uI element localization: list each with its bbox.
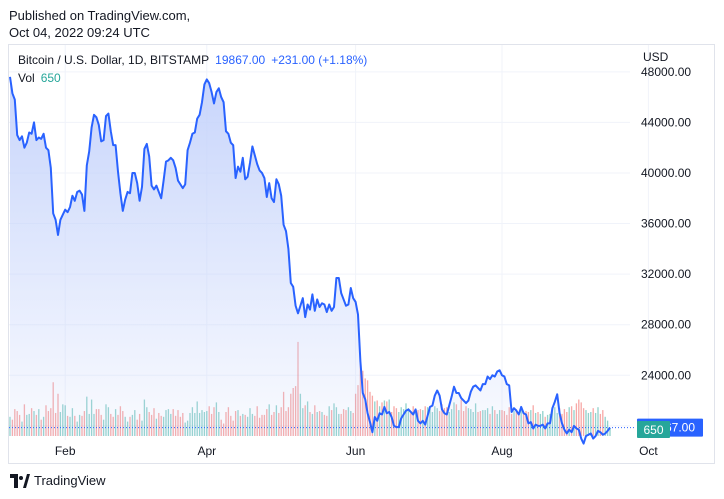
y-tick-label: 40000.00 xyxy=(641,166,691,180)
last-price: 19867.00 xyxy=(215,53,266,67)
volume-legend: Vol 650 xyxy=(18,70,61,86)
volume-bar xyxy=(563,409,566,436)
volume-label: Vol xyxy=(18,71,35,85)
volume-bar xyxy=(599,413,602,436)
volume-bar xyxy=(594,412,597,436)
symbol-title: Bitcoin / U.S. Dollar, 1D, BITSTAMP xyxy=(18,53,210,67)
x-tick-label: Apr xyxy=(197,444,216,458)
volume-value: 650 xyxy=(40,71,61,85)
volume-tag: 650 xyxy=(637,421,670,438)
x-tick-label: Jun xyxy=(346,444,365,458)
volume-bar xyxy=(597,407,599,436)
brand-name: TradingView xyxy=(34,473,106,488)
volume-bar xyxy=(606,420,609,436)
tradingview-logo-icon xyxy=(10,473,30,488)
volume-bar xyxy=(578,399,580,436)
volume-bar xyxy=(587,412,590,436)
y-tick-label: 28000.00 xyxy=(641,318,691,332)
volume-bar xyxy=(570,406,573,436)
y-tick-label: 44000.00 xyxy=(641,115,691,129)
published-date: Oct 04, 2022 09:24 UTC xyxy=(9,25,150,40)
volume-bar xyxy=(604,416,606,436)
price-change: +231.00 (+1.18%) xyxy=(271,53,368,67)
volume-bar xyxy=(369,391,371,436)
volume-bar xyxy=(573,410,575,436)
x-axis-ticks: Feb Apr Jun Aug Oct xyxy=(55,444,659,458)
volume-bar xyxy=(580,402,582,436)
y-tick-label: 24000.00 xyxy=(641,368,691,382)
price-area xyxy=(10,76,610,444)
volume-tag-text: 650 xyxy=(643,423,663,437)
x-tick-label: Aug xyxy=(491,444,512,458)
footer-brand[interactable]: TradingView xyxy=(10,473,106,488)
volume-bar xyxy=(395,408,398,436)
volume-bar xyxy=(590,412,592,436)
volume-bar xyxy=(532,405,534,436)
published-info: Published on TradingView.com, Oct 04, 20… xyxy=(9,7,190,41)
symbol-legend: Bitcoin / U.S. Dollar, 1D, BITSTAMP 19867… xyxy=(18,52,367,68)
volume-bar xyxy=(393,406,395,436)
volume-bar xyxy=(568,407,570,436)
chart-frame xyxy=(8,44,715,464)
volume-tag-bg xyxy=(637,421,670,438)
volume-bar xyxy=(542,411,544,436)
volume-bar xyxy=(575,403,578,436)
x-tick-label: Oct xyxy=(639,444,658,458)
x-tick-label: Feb xyxy=(55,444,76,458)
y-tick-label: 32000.00 xyxy=(641,267,691,281)
volume-bar xyxy=(582,408,585,436)
y-tick-label: 48000.00 xyxy=(641,65,691,79)
y-tick-label: 36000.00 xyxy=(641,217,691,231)
price-line xyxy=(9,76,611,445)
volume-bar xyxy=(566,412,568,436)
volume-bar xyxy=(537,412,539,436)
volume-bar xyxy=(602,410,604,436)
currency-label: USD xyxy=(643,50,669,64)
volume-bar xyxy=(592,408,594,436)
volume-bar xyxy=(371,395,374,436)
published-source: Published on TradingView.com, xyxy=(9,8,191,23)
volume-bar xyxy=(585,410,587,436)
